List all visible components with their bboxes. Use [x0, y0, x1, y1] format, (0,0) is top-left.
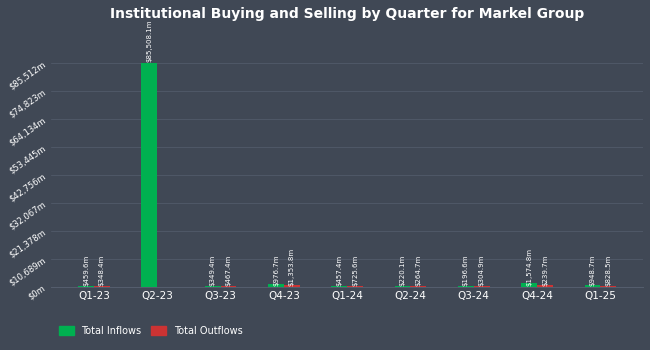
Text: $264.7m: $264.7m: [415, 255, 421, 286]
Text: $1,353.8m: $1,353.8m: [289, 248, 295, 286]
Bar: [601, 286, 616, 287]
Bar: [410, 286, 426, 287]
Bar: [142, 63, 157, 287]
Bar: [284, 285, 300, 287]
Text: $457.4m: $457.4m: [336, 255, 343, 286]
Text: $348.4m: $348.4m: [99, 255, 105, 286]
Text: $976.7m: $976.7m: [273, 255, 279, 286]
Bar: [205, 286, 220, 287]
Bar: [521, 283, 537, 287]
Bar: [474, 286, 489, 287]
Text: $459.6m: $459.6m: [83, 255, 89, 286]
Bar: [268, 285, 284, 287]
Bar: [395, 286, 410, 287]
Bar: [332, 286, 347, 287]
Text: $220.1m: $220.1m: [400, 255, 406, 286]
Text: $948.7m: $948.7m: [590, 255, 595, 286]
Text: $349.4m: $349.4m: [210, 255, 216, 286]
Text: $725.6m: $725.6m: [352, 255, 358, 286]
Text: $239.7m: $239.7m: [542, 255, 548, 286]
Text: $1,574.8m: $1,574.8m: [526, 248, 532, 286]
Text: $828.5m: $828.5m: [605, 255, 611, 286]
Bar: [220, 286, 237, 287]
Bar: [347, 286, 363, 287]
Text: $467.4m: $467.4m: [226, 255, 231, 286]
Bar: [584, 285, 601, 287]
Text: $304.9m: $304.9m: [478, 255, 485, 286]
Title: Institutional Buying and Selling by Quarter for Markel Group: Institutional Buying and Selling by Quar…: [110, 7, 584, 21]
Legend: Total Inflows, Total Outflows: Total Inflows, Total Outflows: [56, 323, 245, 339]
Text: $196.6m: $196.6m: [463, 255, 469, 286]
Bar: [537, 285, 553, 287]
Bar: [94, 286, 110, 287]
Bar: [78, 286, 94, 287]
Text: $85,508.1m: $85,508.1m: [146, 19, 152, 62]
